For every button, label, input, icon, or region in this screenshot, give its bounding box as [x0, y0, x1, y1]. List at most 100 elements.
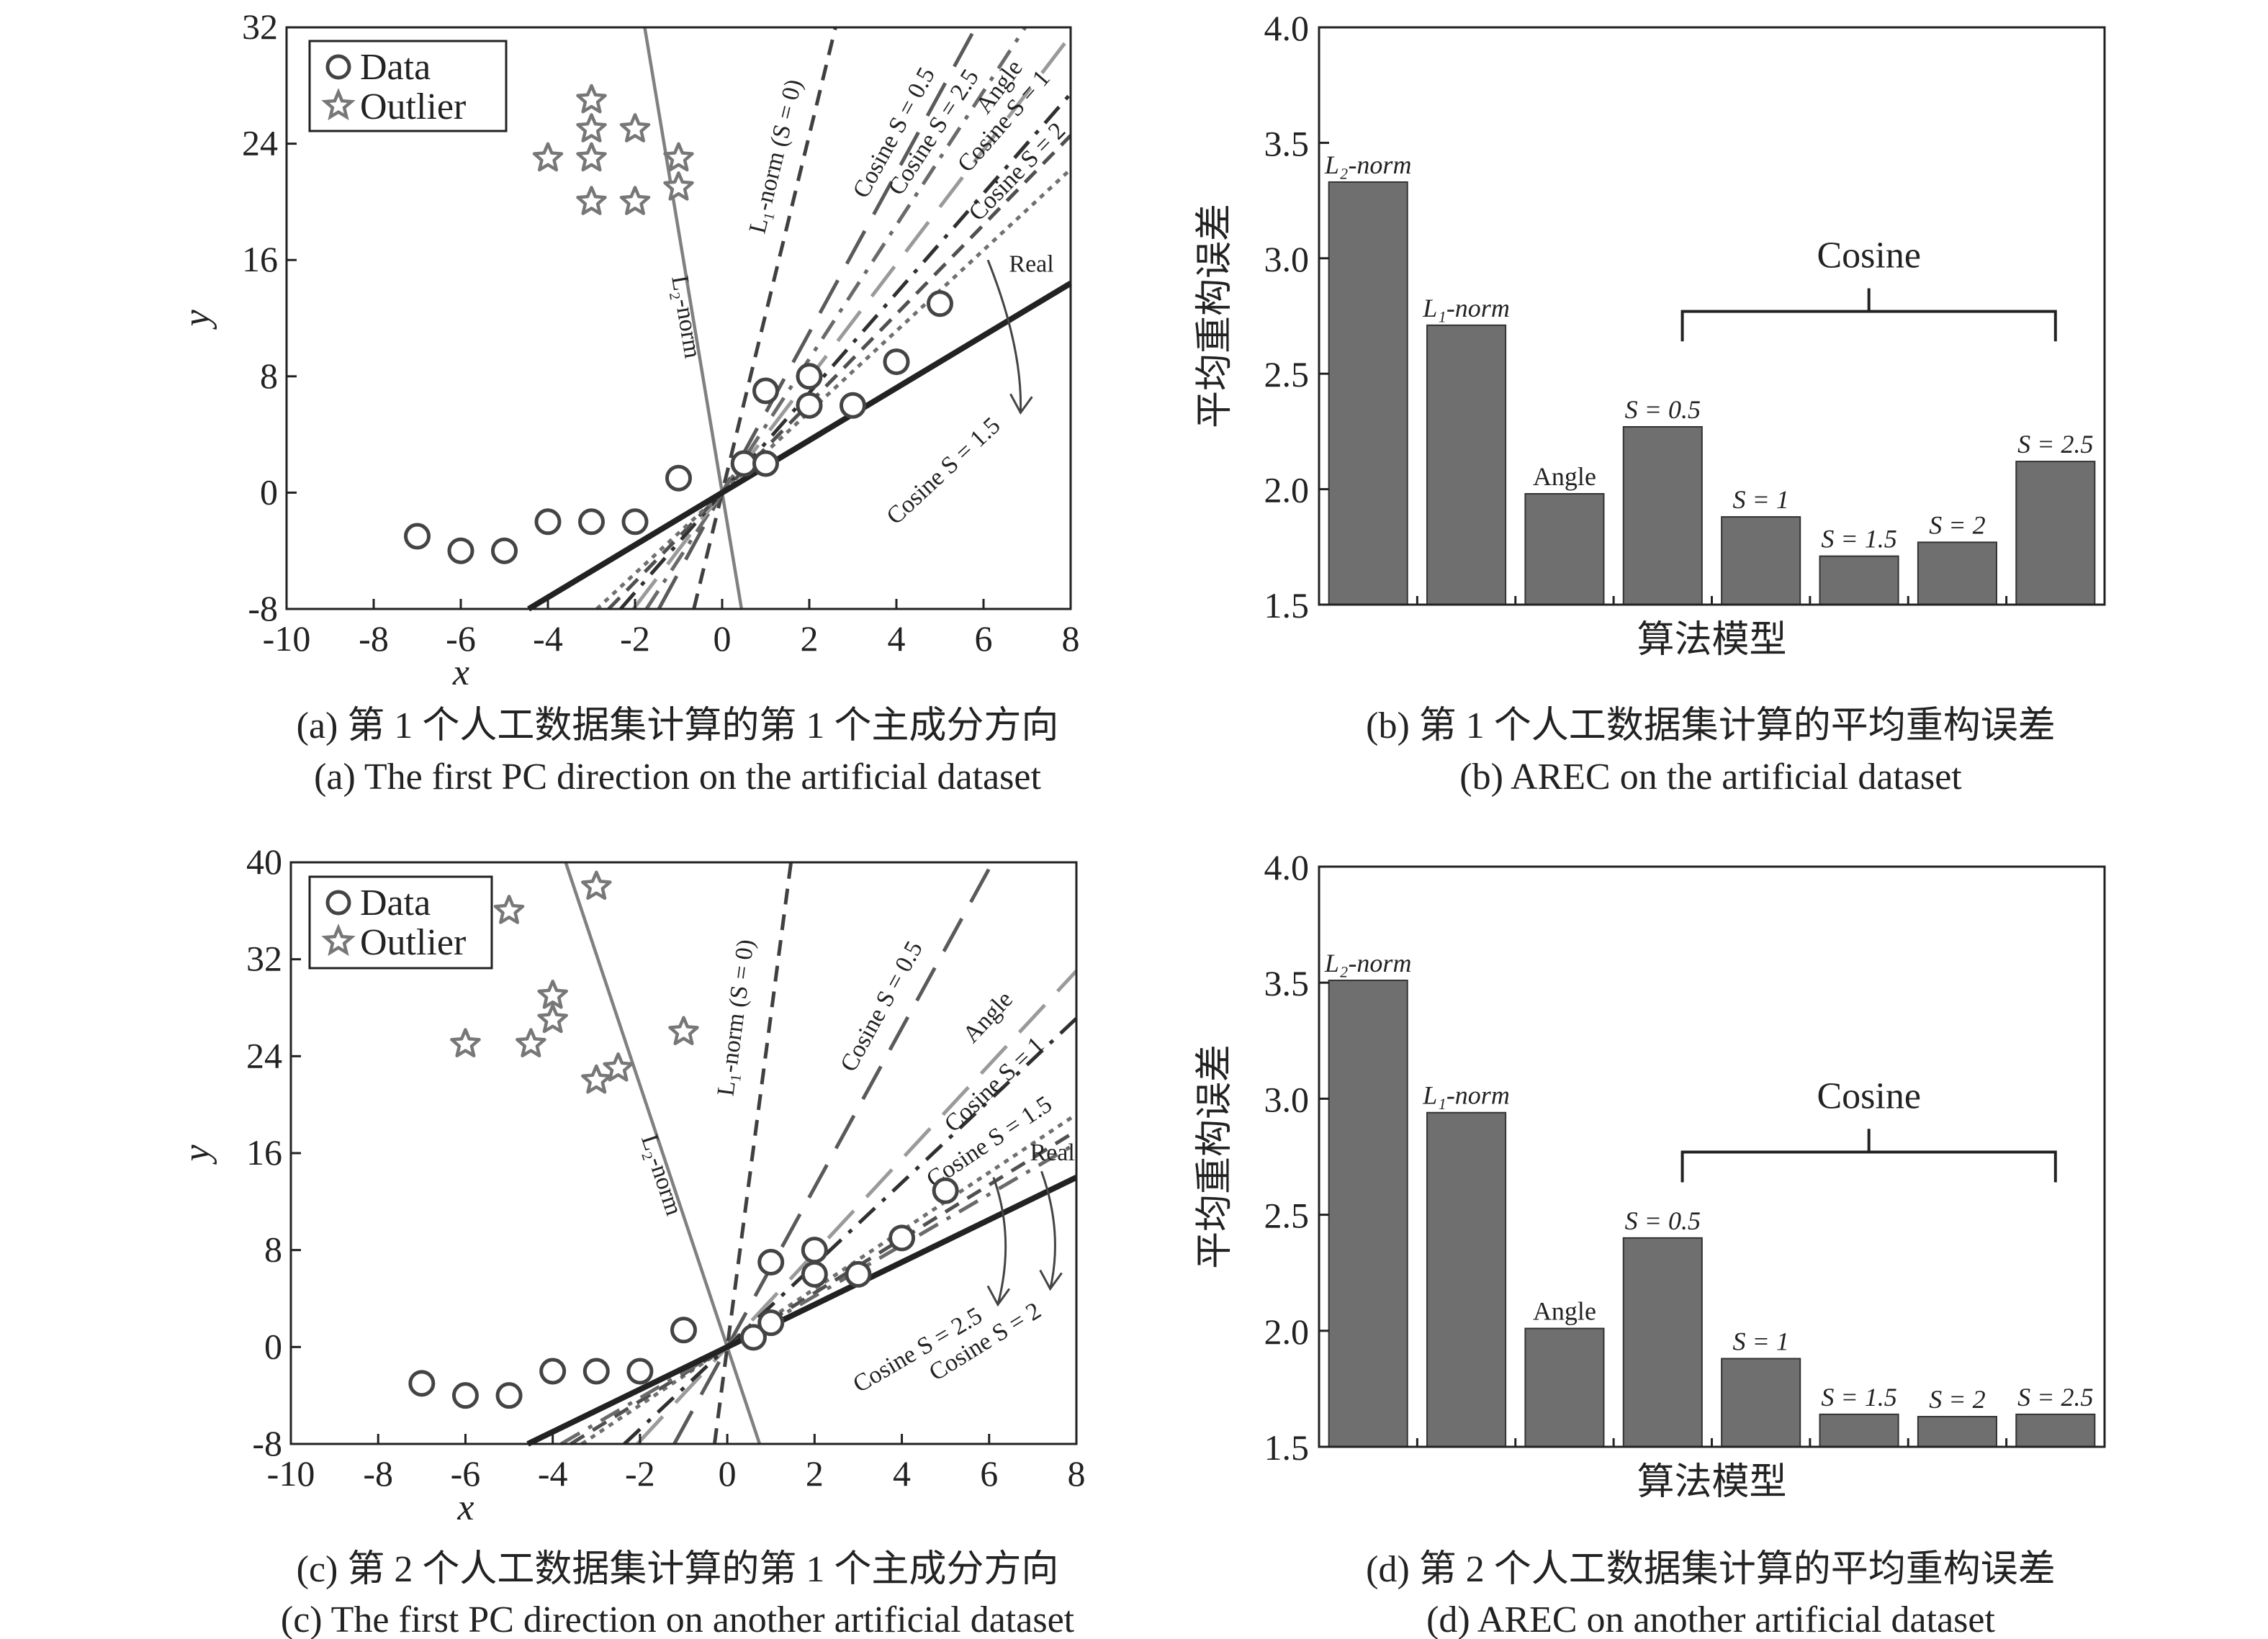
line-label: L₁-norm (S = 0) [744, 77, 808, 236]
bar-label: L₁-norm [1422, 294, 1510, 322]
outlier-point [516, 1028, 546, 1057]
y-tick-label: 16 [242, 239, 278, 279]
line-l-norm-s-0- [712, 862, 793, 1445]
data-point [621, 508, 649, 536]
bar [2015, 1413, 2096, 1448]
bar [1426, 1111, 1507, 1448]
line-label: L₁-norm (S = 0) [712, 938, 759, 1098]
data-point [447, 537, 474, 564]
data-point [801, 1260, 828, 1288]
y-tick-label: 1.5 [1264, 1427, 1310, 1468]
x-tick-label: -6 [451, 1453, 481, 1494]
bar-label: S = 2.5 [2017, 430, 2093, 459]
data-point [451, 1382, 479, 1409]
data-point [801, 1237, 828, 1264]
y-tick-label: -8 [248, 588, 278, 628]
bar [1917, 1416, 1997, 1448]
bar [2015, 461, 2096, 605]
caption-c-english: (c) The first PC direction on another ar… [281, 1599, 1075, 1639]
y-tick-label: 2.0 [1264, 470, 1310, 510]
y-tick-label: 8 [264, 1229, 282, 1270]
arrowhead-icon [1039, 1269, 1063, 1291]
line-label: Real [1009, 250, 1053, 277]
x-tick-label: -4 [538, 1453, 568, 1494]
annotation-arrow [992, 1177, 1007, 1305]
y-tick-label: 1.5 [1264, 585, 1310, 626]
panel-b-arec-bar-chart: L₂-norm L₁-norm Angle S = 0.5 S = 1 S = 1.5 S … [1194, 8, 2106, 661]
bar-label: S = 2.5 [2017, 1383, 2093, 1412]
x-tick-label: -8 [363, 1453, 393, 1494]
cosine-group-bracket [1680, 288, 2057, 342]
y-tick-label: 0 [260, 471, 278, 512]
data-point [491, 537, 518, 564]
data-point [408, 1370, 436, 1397]
outlier-point [576, 83, 607, 114]
bar-label: S = 1.5 [1821, 525, 1896, 554]
bar-label: S = 0.5 [1625, 395, 1701, 424]
bar-label: Angle [1533, 462, 1596, 491]
legend-label-data: Data [360, 47, 431, 88]
data-point [495, 1382, 523, 1409]
y-axis-label: y [176, 1144, 217, 1165]
line-cosine-s-2 [607, 134, 1072, 610]
data-point [730, 450, 757, 477]
y-tick-label: 24 [242, 123, 278, 163]
data-point [539, 1358, 567, 1385]
line-real [526, 1175, 1078, 1447]
x-tick-label: -4 [533, 618, 563, 659]
outlier-point [537, 1003, 568, 1034]
x-tick-label: -8 [359, 618, 389, 659]
data-point [796, 392, 823, 419]
y-axis-label: 平均重构误差 [1194, 204, 1236, 428]
line-cosine-s-2.5 [559, 1142, 1078, 1446]
y-tick-label: 2.5 [1264, 354, 1310, 394]
caption-d-chinese: (d) 第 2 个人工数据集计算的平均重构误差 [1366, 1549, 2056, 1590]
x-axis-label: x [456, 1487, 474, 1528]
x-tick-label: -2 [620, 618, 650, 659]
y-tick-label: 32 [242, 6, 278, 47]
x-tick-label: 0 [719, 1453, 737, 1494]
bar-label: L₂-norm [1324, 150, 1412, 179]
y-tick-label: 24 [246, 1035, 282, 1075]
outlier-point [493, 895, 525, 924]
caption-c-chinese: (c) 第 2 个人工数据集计算的第 1 个主成分方向 [297, 1549, 1059, 1590]
annotation-arrow [1040, 1170, 1056, 1289]
line-cosine-s-1 [619, 92, 1072, 610]
data-point [845, 1260, 872, 1288]
arrowhead-icon [986, 1285, 1011, 1307]
plot-frame [1318, 26, 2106, 606]
caption-a-english: (a) The first PC direction on the artifi… [314, 757, 1041, 798]
y-tick-label: 2.0 [1264, 1311, 1310, 1352]
legend-circle-icon [325, 54, 351, 80]
x-tick-label: 6 [980, 1453, 998, 1494]
bar-label: S = 1 [1733, 485, 1789, 514]
x-tick-label: -10 [267, 1453, 315, 1494]
cosine-group-label: Cosine [1817, 235, 1920, 276]
outlier-point [576, 142, 607, 172]
bar [1328, 979, 1408, 1448]
legend-star-icon [321, 88, 356, 121]
line-label: Cosine S = 1.5 [881, 412, 1005, 530]
bar-label: S = 1 [1733, 1327, 1789, 1355]
data-point [927, 290, 953, 317]
line-label: L₂-norm [636, 1132, 688, 1219]
y-tick-label: 3.0 [1264, 1079, 1310, 1119]
bar-label: S = 2 [1929, 510, 1985, 539]
outlier-point [668, 1016, 699, 1046]
legend-label-outlier: Outlier [360, 922, 466, 963]
data-point [665, 464, 692, 492]
x-axis-label: 算法模型 [1637, 620, 1786, 661]
legend-circle-icon [325, 890, 351, 916]
y-axis-label: 平均重构误差 [1194, 1044, 1236, 1269]
caption-b-chinese: (b) 第 1 个人工数据集计算的平均重构误差 [1366, 705, 2056, 746]
y-tick-label: 32 [246, 939, 282, 979]
outlier-point [619, 186, 651, 215]
bar [1622, 425, 1703, 606]
outlier-point [576, 186, 607, 215]
line-cosine-s-1.5 [595, 168, 1072, 610]
x-tick-label: 4 [893, 1453, 911, 1494]
y-tick-label: 40 [246, 841, 282, 882]
y-axis-label: y [176, 310, 217, 330]
